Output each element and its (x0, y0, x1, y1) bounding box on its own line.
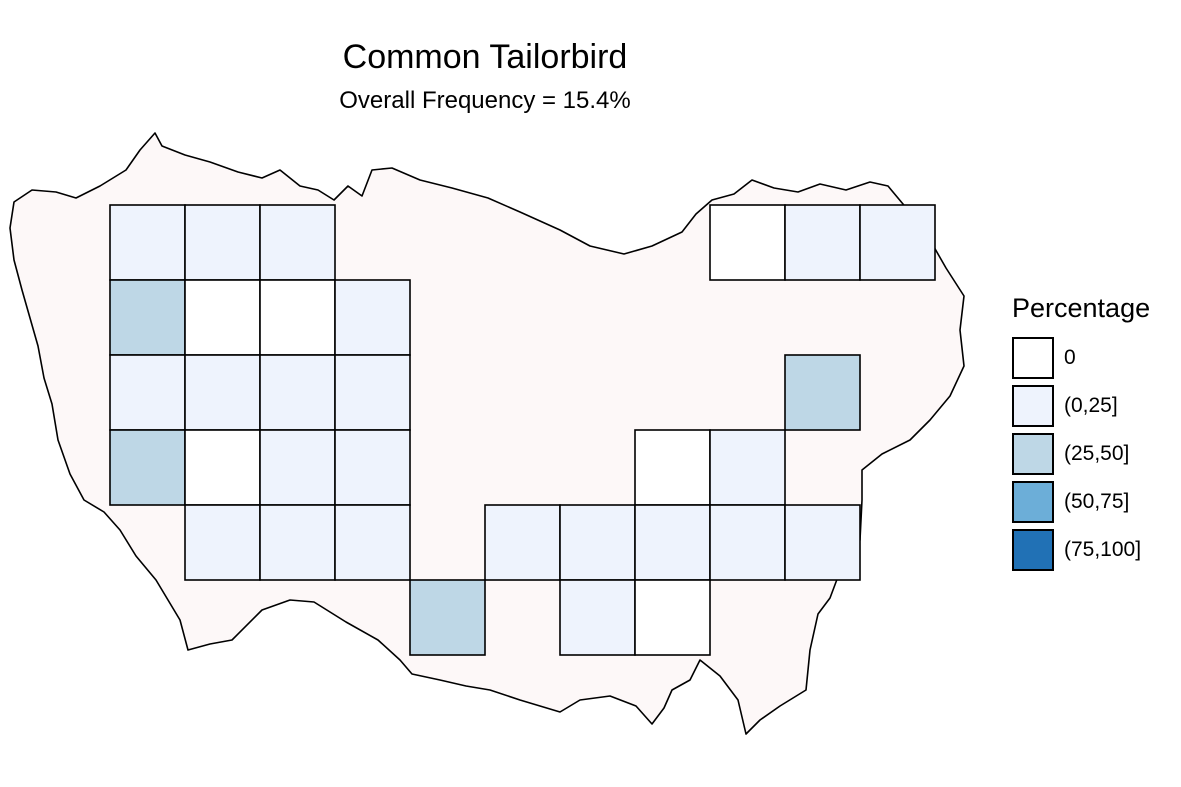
grid-cell (259, 204, 336, 281)
grid-cell (859, 204, 936, 281)
grid-cell (334, 429, 411, 506)
grid-cells (109, 204, 936, 656)
grid-cell (184, 204, 261, 281)
grid-cell (184, 354, 261, 431)
legend-label: (0,25] (1064, 394, 1118, 417)
grid-cell (334, 354, 411, 431)
legend-title: Percentage (1012, 293, 1151, 323)
grid-cell (259, 429, 336, 506)
grid-cell (484, 504, 561, 581)
grid-cell (184, 279, 261, 356)
legend-item-3: (50,75] (1012, 478, 1150, 526)
legend-item-0: 0 (1012, 334, 1150, 382)
legend-swatch (1012, 529, 1054, 571)
legend: Percentage 0 (0,25] (25,50] (50,75] (75,… (1012, 293, 1150, 574)
legend-label: (75,100] (1064, 538, 1142, 561)
grid-cell (184, 504, 261, 581)
legend-swatch (1012, 385, 1054, 427)
grid-cell (409, 579, 486, 656)
grid-cell (784, 354, 861, 431)
legend-item-1: (0,25] (1012, 382, 1150, 430)
legend-label: (50,75] (1064, 490, 1130, 513)
map-title: Common Tailorbird (342, 38, 628, 76)
legend-item-2: (25,50] (1012, 430, 1150, 478)
grid-cell (709, 504, 786, 581)
map-subtitle: Overall Frequency = 15.4% (339, 87, 631, 114)
grid-cell (109, 204, 186, 281)
grid-cell (634, 429, 711, 506)
grid-cell (334, 279, 411, 356)
legend-swatch (1012, 433, 1054, 475)
grid-cell (184, 429, 261, 506)
grid-cell (559, 504, 636, 581)
grid-cell (634, 504, 711, 581)
grid-cell (109, 279, 186, 356)
grid-cell (709, 204, 786, 281)
legend-item-4: (75,100] (1012, 526, 1150, 574)
grid-cell (559, 579, 636, 656)
legend-label: (25,50] (1064, 442, 1130, 465)
grid-cell (259, 279, 336, 356)
grid-cell (259, 354, 336, 431)
grid-cell (784, 504, 861, 581)
legend-label: 0 (1064, 346, 1076, 369)
grid-cell (634, 579, 711, 656)
grid-cell (334, 504, 411, 581)
grid-cell (109, 354, 186, 431)
grid-cell (784, 204, 861, 281)
grid-cell (109, 429, 186, 506)
legend-swatch (1012, 337, 1054, 379)
grid-cell (709, 429, 786, 506)
grid-cell (259, 504, 336, 581)
legend-swatch (1012, 481, 1054, 523)
